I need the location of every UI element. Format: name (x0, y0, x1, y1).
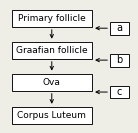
Text: b: b (116, 55, 122, 65)
Text: c: c (117, 87, 122, 97)
Bar (110, 86, 129, 98)
Bar (12, 10, 91, 27)
Text: Corpus Luteum: Corpus Luteum (17, 111, 86, 120)
Text: Primary follicle: Primary follicle (18, 14, 86, 23)
Text: a: a (116, 23, 122, 33)
Bar (110, 22, 129, 35)
Text: Graafian follicle: Graafian follicle (16, 46, 88, 55)
Bar (12, 42, 91, 59)
Bar (110, 54, 129, 66)
Bar (12, 74, 91, 91)
Text: Ova: Ova (43, 78, 61, 87)
Bar (12, 107, 91, 124)
